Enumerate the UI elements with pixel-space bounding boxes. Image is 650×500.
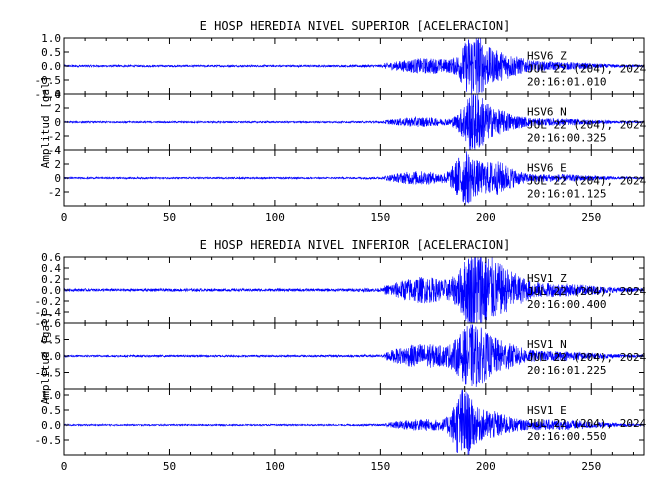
x-tick-label: 250 [581,211,601,224]
y-tick-label: -0.2 [35,295,62,308]
x-tick-label: 100 [265,460,285,473]
y-tick-label: -2 [48,186,61,199]
y-tick-label: -0.4 [35,306,62,319]
seismic-trace-hsv6-z [64,38,644,94]
trace-station-label: HSV1 Z [527,272,567,285]
x-tick-label: 50 [163,211,176,224]
seismic-trace-hsv1-n [64,324,644,388]
y-tick-label: 0 [54,172,61,185]
x-tick-label: 50 [163,460,176,473]
x-tick-label: 0 [61,211,68,224]
trace-time-label: 20:16:00.400 [527,298,606,311]
trace-time-label: 20:16:00.325 [527,131,606,144]
y-tick-label: -4 [48,144,62,157]
trace-date-label: JUL 22 (204), 2024 [527,118,647,131]
y-tick-label: 0 [54,116,61,129]
trace-time-label: 20:16:01.125 [527,187,606,200]
x-tick-label: 150 [370,460,390,473]
y-tick-label: 0.0 [41,350,61,363]
y-tick-label: -0.5 [35,74,62,87]
y-tick-label: 4 [54,88,61,101]
y-tick-label: -1.0 [35,88,62,101]
y-tick-label: 2 [54,102,61,115]
x-tick-label: 0 [61,460,68,473]
chart-title-superior: E HOSP HEREDIA NIVEL SUPERIOR [ACELERACI… [200,19,511,33]
x-tick-label: 200 [476,460,496,473]
y-tick-label: -0.6 [35,317,62,330]
y-tick-label: 0.0 [41,284,61,297]
y-tick-label: -0.5 [35,367,62,380]
seismic-trace-hsv1-e [64,389,644,455]
y-tick-label: 0.2 [41,273,61,286]
y-tick-label: 2 [54,158,61,171]
seismic-trace-hsv6-e [64,151,644,205]
trace-time-label: 20:16:01.225 [527,364,606,377]
panel-frame [63,388,645,456]
y-tick-label: 0.0 [41,419,61,432]
y-tick-label: 0.4 [41,262,61,275]
y-tick-label: -0.5 [35,434,62,447]
trace-date-label: JUL 22 (204), 2024 [527,285,647,298]
y-tick-label: 0.5 [41,46,61,59]
trace-date-label: JUL 22 (204), 2024 [527,174,647,187]
y-tick-label: 1.0 [41,389,61,402]
x-tick-label: 150 [370,211,390,224]
trace-date-label: JUL 22 (204), 2024 [527,417,647,430]
y-axis-label-superior: Amplitud [gal] [39,76,52,169]
x-tick-label: 100 [265,211,285,224]
y-tick-label: 0.5 [41,334,61,347]
y-tick-label: 0.5 [41,404,61,417]
x-tick-label: 200 [476,211,496,224]
seismic-trace-hsv6-n [64,94,644,150]
trace-time-label: 20:16:00.550 [527,430,606,443]
trace-station-label: HSV1 N [527,338,567,351]
y-tick-label: 1.0 [41,32,61,45]
y-tick-label: 0.6 [41,251,61,264]
trace-time-label: 20:16:01.010 [527,75,606,88]
trace-date-label: JUL 22 (204), 2024 [527,62,647,75]
trace-station-label: HSV6 E [527,161,567,174]
x-tick-label: 250 [581,460,601,473]
trace-station-label: HSV1 E [527,404,567,417]
y-tick-label: -2 [48,130,61,143]
chart-title-inferior: E HOSP HEREDIA NIVEL INFERIOR [ACELERACI… [200,238,511,252]
trace-station-label: HSV6 N [527,105,567,118]
y-axis-label-inferior: Amplitud [gal] [39,312,52,405]
y-tick-label: 4 [54,144,61,157]
y-tick-label: 0.0 [41,60,61,73]
seismic-trace-hsv1-z [64,257,644,323]
trace-station-label: HSV6 Z [527,49,567,62]
trace-date-label: JUL 22 (204), 2024 [527,351,647,364]
